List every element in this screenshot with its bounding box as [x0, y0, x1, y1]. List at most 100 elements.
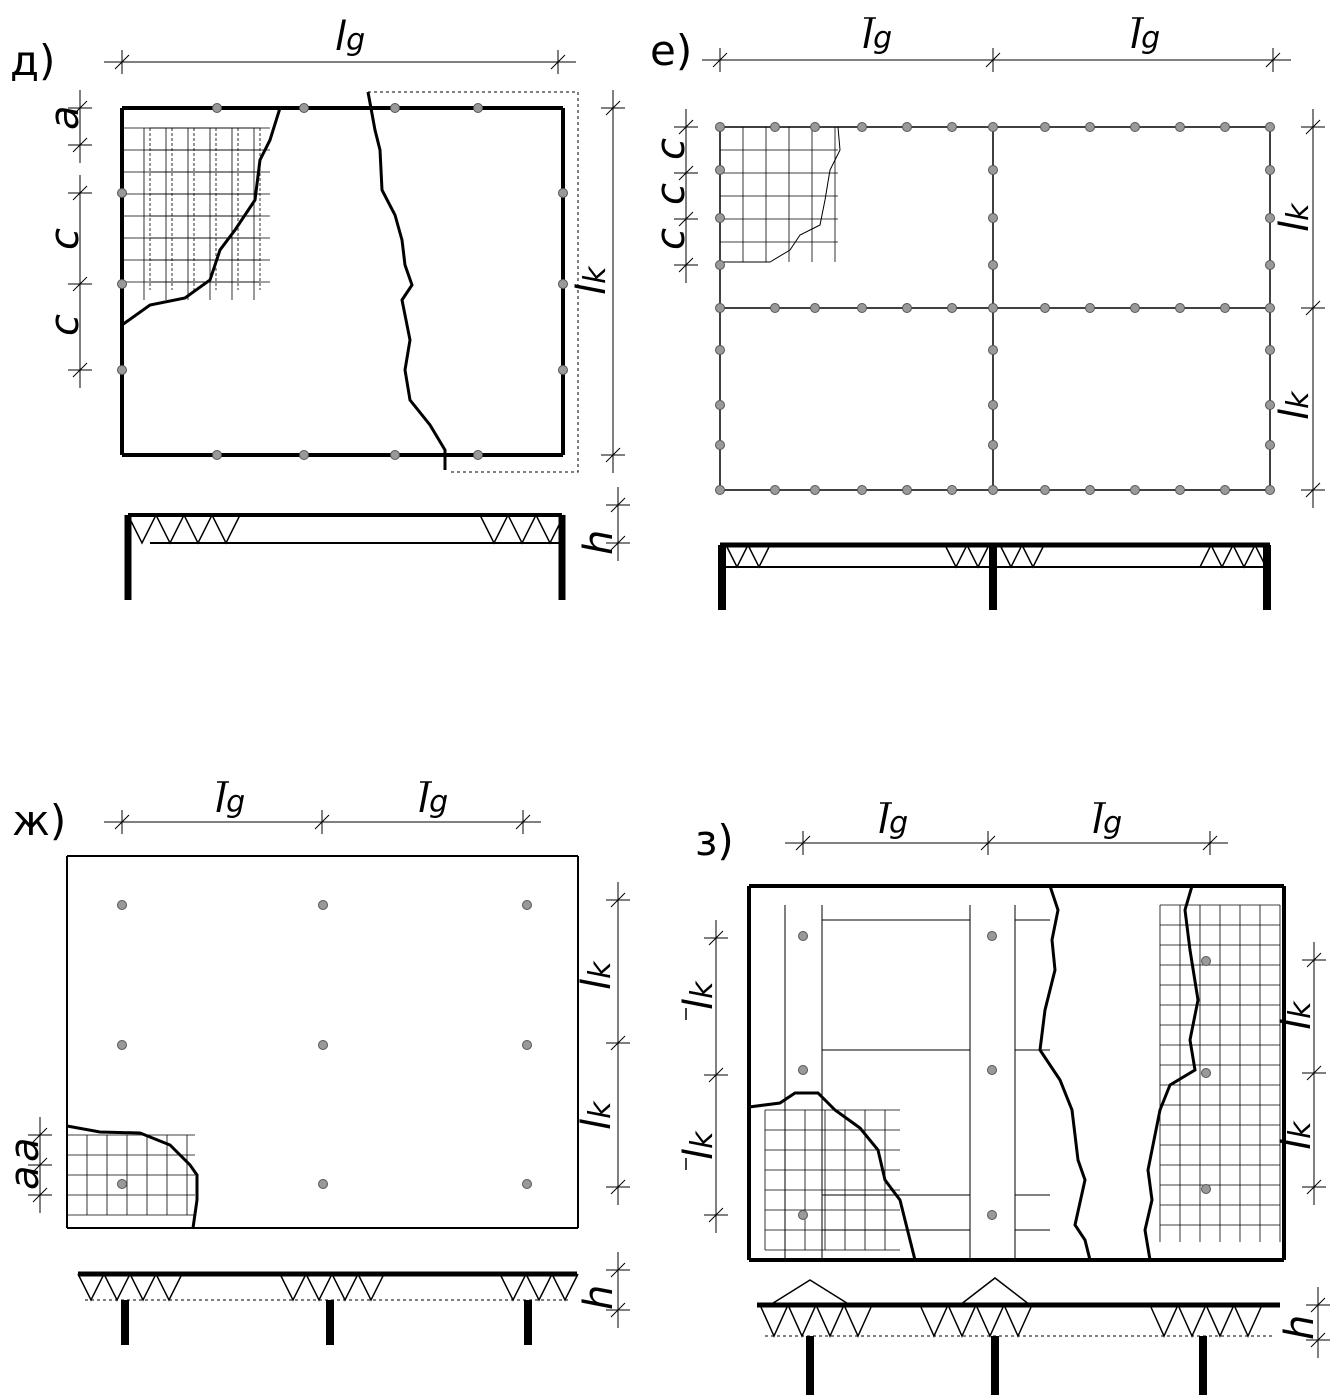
truss — [1199, 543, 1267, 569]
line — [72, 276, 88, 292]
support-dot — [715, 440, 725, 450]
support-dot — [1130, 485, 1140, 495]
line — [610, 1262, 626, 1278]
support-dot — [318, 1179, 328, 1189]
text-label: з) — [695, 816, 734, 865]
support-dot — [1265, 400, 1275, 410]
text-label: c — [42, 228, 88, 250]
support-dot — [1265, 440, 1275, 450]
dimension-label: lg — [215, 776, 245, 822]
line — [1305, 482, 1321, 498]
truss — [1149, 1303, 1263, 1338]
support-dot — [715, 485, 725, 495]
symbol: l — [1092, 797, 1103, 843]
support-dot — [1265, 345, 1275, 355]
support-dot — [1265, 303, 1275, 313]
dimension-label: lk — [676, 1130, 722, 1160]
support-dot — [715, 165, 725, 175]
index: g — [1103, 806, 1122, 841]
dimension-label: lk — [676, 980, 722, 1010]
support-dot — [798, 1210, 808, 1220]
truss — [499, 1272, 579, 1302]
support-dot — [1265, 122, 1275, 132]
line — [605, 100, 621, 116]
line — [678, 165, 694, 181]
support-dot — [988, 122, 998, 132]
line — [114, 814, 130, 830]
dimension-label: lg — [1130, 12, 1160, 58]
line — [72, 185, 88, 201]
text-label: е) — [650, 26, 692, 75]
line — [1305, 300, 1321, 316]
support-dot — [558, 188, 568, 198]
line — [1306, 1065, 1322, 1081]
mesh — [66, 126, 1281, 1251]
support-dot — [1201, 956, 1211, 966]
index: k — [1281, 390, 1316, 409]
cracks — [66, 91, 1200, 1261]
line — [1202, 835, 1218, 851]
index: k — [685, 980, 720, 999]
symbol: l — [1130, 12, 1141, 58]
text-label: a — [2, 1137, 48, 1162]
symbol: l — [215, 776, 226, 822]
support-dot — [1130, 303, 1140, 313]
support-dot — [987, 931, 997, 941]
support-dot — [1085, 303, 1095, 313]
line — [32, 1127, 48, 1143]
support-dot — [558, 279, 568, 289]
index: g — [873, 21, 892, 56]
index: k — [685, 1130, 720, 1149]
support-dot — [857, 485, 867, 495]
support-dot — [1265, 165, 1275, 175]
dimension-label: lk — [1274, 1000, 1320, 1030]
line — [708, 1067, 724, 1083]
support-dot — [902, 485, 912, 495]
support-dot — [117, 1179, 127, 1189]
support-dot — [715, 303, 725, 313]
support-dot — [988, 400, 998, 410]
support-dot — [988, 440, 998, 450]
support-dot — [770, 303, 780, 313]
text-label: c — [648, 138, 694, 160]
line — [1306, 952, 1322, 968]
truss — [759, 1303, 873, 1338]
support-dot — [1220, 485, 1230, 495]
line — [72, 137, 88, 153]
support-dot — [1220, 303, 1230, 313]
support-dot — [715, 260, 725, 270]
support-dot — [522, 900, 532, 910]
truss — [919, 1303, 1033, 1338]
support-dot — [117, 900, 127, 910]
line — [610, 1179, 626, 1195]
support-dot — [299, 450, 309, 460]
index: k — [1283, 1120, 1318, 1139]
support-dot — [987, 1065, 997, 1075]
text-label: h — [576, 530, 622, 555]
line — [550, 54, 566, 70]
text-label: a — [42, 105, 88, 130]
index: k — [578, 265, 613, 284]
truss — [279, 1272, 385, 1302]
support-dot — [988, 303, 998, 313]
symbol: l — [335, 14, 346, 60]
support-dot — [715, 400, 725, 410]
support-dot — [1085, 485, 1095, 495]
truss — [944, 543, 990, 569]
symbol: l — [569, 284, 615, 295]
symbol: l — [1272, 409, 1318, 420]
line — [610, 1302, 626, 1318]
support-dot — [212, 103, 222, 113]
support-dot — [1040, 303, 1050, 313]
text-label: a — [2, 1165, 48, 1190]
index: k — [1281, 202, 1316, 221]
symbol: l — [676, 999, 722, 1010]
support-dot — [770, 485, 780, 495]
support-dot — [558, 365, 568, 375]
line — [515, 814, 531, 830]
dimension-label: lg — [335, 14, 365, 60]
support-dot — [1265, 485, 1275, 495]
support-dot — [1175, 122, 1185, 132]
support-dot — [987, 1210, 997, 1220]
